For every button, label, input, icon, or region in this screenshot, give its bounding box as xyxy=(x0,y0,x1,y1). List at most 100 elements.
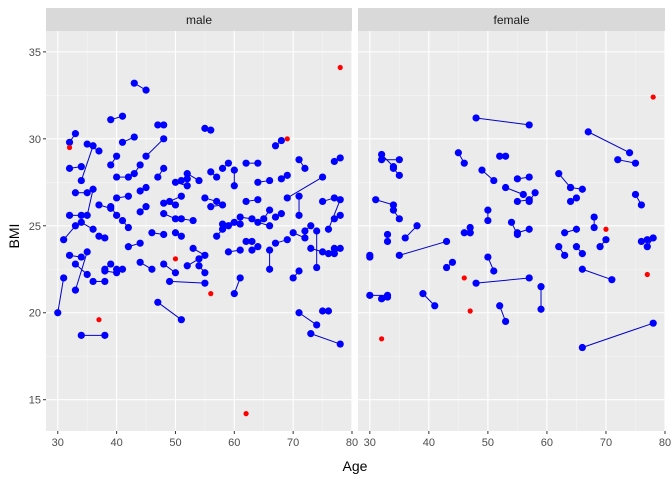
single-point xyxy=(379,336,385,342)
paired-point xyxy=(260,215,268,223)
paired-point xyxy=(525,197,533,206)
paired-point xyxy=(555,243,563,251)
paired-point xyxy=(136,258,144,266)
paired-point xyxy=(295,267,303,275)
paired-point xyxy=(71,260,80,268)
paired-point xyxy=(71,222,80,230)
paired-point xyxy=(336,244,344,252)
paired-point xyxy=(578,265,586,273)
paired-point xyxy=(71,130,80,138)
paired-point xyxy=(230,290,238,298)
paired-point xyxy=(472,114,480,122)
paired-point xyxy=(366,253,374,261)
paired-point xyxy=(183,262,191,270)
paired-point xyxy=(472,279,480,287)
paired-point xyxy=(189,244,197,252)
paired-point xyxy=(130,133,138,141)
paired-point xyxy=(442,237,451,246)
paired-point xyxy=(65,251,74,259)
paired-point xyxy=(83,211,91,219)
paired-point xyxy=(608,276,616,284)
single-point xyxy=(243,411,249,417)
paired-point xyxy=(124,243,132,251)
paired-point xyxy=(107,116,115,124)
y-tick-label: 35 xyxy=(29,47,41,59)
paired-point xyxy=(395,215,403,223)
y-tick-label: 20 xyxy=(29,308,41,320)
paired-point xyxy=(124,173,132,181)
paired-point xyxy=(395,171,403,179)
paired-point xyxy=(637,201,645,209)
x-tick-label: 70 xyxy=(287,437,299,449)
paired-point xyxy=(213,232,221,240)
single-point xyxy=(337,64,343,71)
y-axis-title: BMI xyxy=(6,224,22,249)
paired-point xyxy=(248,215,256,223)
paired-point xyxy=(254,196,262,204)
paired-point xyxy=(383,230,392,239)
pair-segment xyxy=(327,199,341,230)
paired-point xyxy=(330,250,338,258)
paired-point xyxy=(519,190,527,199)
paired-point xyxy=(113,211,121,219)
paired-point xyxy=(454,149,462,157)
paired-point xyxy=(195,262,203,270)
x-tick-label: 80 xyxy=(346,437,358,449)
paired-point xyxy=(124,192,132,200)
paired-point xyxy=(301,164,309,172)
single-point xyxy=(96,317,102,323)
paired-point xyxy=(313,227,321,235)
facet-label-female: female xyxy=(493,13,529,27)
paired-point xyxy=(213,173,221,181)
paired-point xyxy=(242,197,250,206)
paired-point xyxy=(596,243,604,251)
paired-point xyxy=(431,302,439,310)
x-tick-label: 30 xyxy=(52,437,64,449)
paired-point xyxy=(254,218,262,226)
paired-point xyxy=(218,225,227,233)
paired-point xyxy=(230,218,238,226)
paired-point xyxy=(266,222,274,230)
paired-point xyxy=(466,223,474,232)
pair-segment xyxy=(80,145,94,181)
paired-point xyxy=(160,121,168,129)
paired-point xyxy=(295,156,303,164)
paired-point xyxy=(224,159,233,167)
paired-point xyxy=(248,237,256,246)
paired-point xyxy=(77,253,85,261)
paired-point xyxy=(218,201,227,209)
pair-segment xyxy=(287,176,323,199)
paired-point xyxy=(271,239,280,247)
paired-point xyxy=(307,330,315,338)
paired-point xyxy=(113,269,121,277)
paired-point xyxy=(195,255,203,263)
paired-point xyxy=(183,170,191,178)
paired-point xyxy=(460,159,468,167)
paired-point xyxy=(83,270,91,279)
x-tick-label: 40 xyxy=(423,437,435,449)
paired-point xyxy=(525,225,533,233)
paired-point xyxy=(171,178,180,186)
paired-point xyxy=(130,170,138,178)
paired-point xyxy=(65,164,74,172)
paired-point xyxy=(395,156,403,164)
paired-point xyxy=(77,218,85,226)
paired-point xyxy=(631,159,640,167)
paired-point xyxy=(201,269,209,277)
panel-background-male xyxy=(46,31,352,431)
paired-point xyxy=(336,340,344,348)
paired-point xyxy=(555,170,563,178)
paired-point xyxy=(572,225,581,233)
paired-point xyxy=(171,269,180,277)
paired-point xyxy=(318,307,327,315)
paired-point xyxy=(89,142,97,150)
paired-point xyxy=(372,196,380,204)
paired-point xyxy=(71,286,80,294)
y-tick-label: 15 xyxy=(29,395,41,407)
paired-point xyxy=(101,277,109,286)
paired-point xyxy=(466,229,474,237)
paired-point xyxy=(177,232,185,240)
paired-point xyxy=(318,173,327,181)
paired-point xyxy=(643,236,651,244)
facet-panel-female: female xyxy=(358,8,666,431)
